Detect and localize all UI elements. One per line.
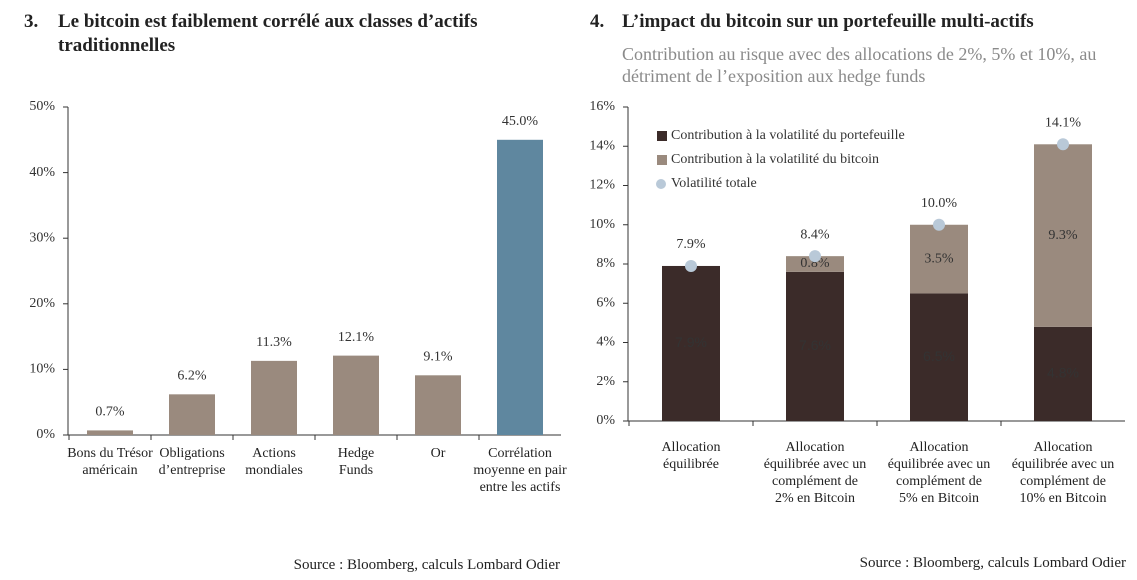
value-label: 12.1% xyxy=(338,330,375,345)
legend-swatch xyxy=(657,131,667,141)
x-tick-label: Or xyxy=(430,446,446,461)
value-label: 9.3% xyxy=(1048,228,1078,243)
x-tick-label: Bons du Trésor américain xyxy=(67,446,153,478)
source: Source : Bloomberg, calculs Lombard Odie… xyxy=(293,557,560,573)
value-label: 9.1% xyxy=(423,350,453,365)
bar-segment xyxy=(662,265,720,421)
chart-number: 3. xyxy=(24,11,39,32)
x-tick-label: Allocation équilibrée avec un complément… xyxy=(1011,440,1115,506)
x-tick-label: Hedge Funds xyxy=(337,446,375,478)
y-tick-label: 0% xyxy=(596,413,615,428)
bar-segment xyxy=(786,271,844,421)
value-label: 14.1% xyxy=(1045,116,1082,131)
bar-segment xyxy=(1034,144,1092,327)
value-label: 7.6% xyxy=(799,337,831,353)
chart-number: 4. xyxy=(590,11,605,32)
value-label: 0.8% xyxy=(800,256,830,271)
bar-segment xyxy=(1034,326,1092,421)
x-tick-label: Allocation équilibrée avec un complément… xyxy=(887,440,991,506)
value-label: 8.4% xyxy=(800,227,830,242)
y-tick-label: 50% xyxy=(29,99,55,114)
y-tick-label: 30% xyxy=(29,230,55,245)
legend-label: Contribution à la volatilité du portefeu… xyxy=(671,128,905,143)
value-label: 11.3% xyxy=(256,335,292,350)
x-tick-label: Corrélation moyenne en pair entre les ac… xyxy=(473,446,567,495)
bar xyxy=(497,139,543,436)
value-label: 3.5% xyxy=(924,251,954,266)
value-label: 4.8% xyxy=(1047,365,1079,381)
chart-title: L’impact du bitcoin sur un portefeuille … xyxy=(622,11,1034,32)
total-marker xyxy=(933,218,945,231)
legend-swatch xyxy=(657,155,667,165)
y-tick-label: 20% xyxy=(29,296,55,311)
value-label: 10.0% xyxy=(921,196,958,211)
bar-segment xyxy=(910,224,968,294)
bar xyxy=(333,355,379,435)
total-marker xyxy=(1057,138,1069,151)
y-tick-label: 12% xyxy=(589,178,615,193)
y-tick-label: 8% xyxy=(596,256,615,271)
legend-marker xyxy=(656,179,666,189)
bar xyxy=(251,360,297,435)
x-tick-label: Obligations d’entreprise xyxy=(158,446,226,478)
chart-title: Le bitcoin est faiblement corrélé aux cl… xyxy=(58,11,478,56)
y-tick-label: 10% xyxy=(589,217,615,232)
source: Source : Bloomberg, calculs Lombard Odie… xyxy=(859,555,1126,571)
bar xyxy=(415,375,461,435)
x-tick-label: Allocation équilibrée xyxy=(661,440,721,472)
bar xyxy=(169,394,215,435)
value-label: 0.7% xyxy=(95,405,125,420)
chart-subtitle: Contribution au risque avec des allocati… xyxy=(622,44,1097,86)
total-marker xyxy=(685,259,697,272)
y-tick-label: 6% xyxy=(596,295,615,310)
y-tick-label: 14% xyxy=(589,138,615,153)
x-tick-label: Actions mondiales xyxy=(245,446,303,478)
bar-segment xyxy=(786,256,844,272)
value-label: 6.2% xyxy=(177,369,207,384)
y-tick-label: 10% xyxy=(29,362,55,377)
y-tick-label: 0% xyxy=(36,427,55,442)
y-tick-label: 2% xyxy=(596,374,615,389)
x-tick-label: Allocation équilibrée avec un complément… xyxy=(763,440,867,506)
total-marker xyxy=(809,250,821,263)
value-label: 7.9% xyxy=(676,237,706,252)
y-tick-label: 40% xyxy=(29,165,55,180)
y-tick-label: 16% xyxy=(589,99,615,114)
bar-segment xyxy=(910,293,968,421)
value-label: 45.0% xyxy=(502,114,539,129)
value-label: 7.9% xyxy=(675,334,707,350)
bar xyxy=(87,430,133,435)
legend-label: Contribution à la volatilité du bitcoin xyxy=(671,152,879,167)
y-tick-label: 4% xyxy=(596,335,615,350)
value-label: 6.5% xyxy=(923,348,955,364)
legend-label: Volatilité totale xyxy=(671,176,757,191)
